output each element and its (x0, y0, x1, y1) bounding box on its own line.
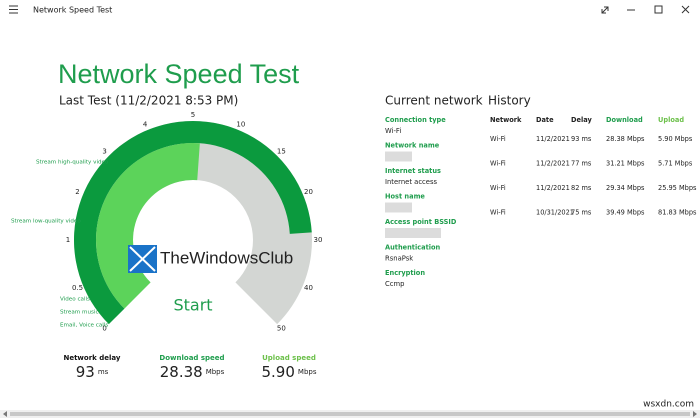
history-cell: 5.71 Mbps (658, 160, 693, 168)
annotation: Stream low-quality video (11, 219, 81, 225)
column-header: Upload (658, 116, 684, 124)
field-value: Wi-Fi (385, 127, 401, 135)
gauge-tick-label: 3 (102, 148, 106, 156)
column-header: Delay (571, 116, 592, 124)
logo-icon-mark (129, 246, 156, 272)
history-table: Network Date Delay Download Upload Wi-Fi 11/2/… (490, 116, 697, 217)
last-test: Last Test (11/2/2021 8:53 PM) (59, 94, 238, 108)
field-label: Access point BSSID (385, 218, 457, 226)
field-label: Authentication (385, 244, 441, 252)
field-label: Network name (385, 142, 440, 150)
field-value: Ccmp (385, 280, 404, 288)
start-button[interactable]: Start (173, 296, 212, 315)
history-cell: 11/2/2021 (536, 160, 570, 168)
gauge: 0 0.5 1 2 3 4 5 10 15 20 30 40 50 (66, 111, 323, 332)
section-title: History (488, 94, 531, 108)
history-cell: 11/2/2021 (536, 135, 570, 143)
metric-label: Network delay (63, 354, 120, 362)
metric-label: Download speed (159, 354, 224, 362)
field-value: RsnaPsk (385, 255, 413, 263)
title-bar: Network Speed Test (9, 5, 690, 15)
metric: 28.38 Mbps (160, 363, 225, 381)
gauge-tick-label: 2 (75, 188, 79, 196)
scrollbar[interactable] (0, 410, 700, 418)
history-cell: Wi-Fi (490, 160, 506, 168)
history-cell: 29.34 Mbps (606, 184, 645, 192)
gauge-tick-label: 1 (66, 236, 70, 244)
history-cell: 31.21 Mbps (606, 160, 645, 168)
history-cell: 77 ms (571, 160, 592, 168)
history-cell: Wi-Fi (490, 135, 506, 143)
page-title: Network Speed Test (58, 59, 300, 89)
redacted-value (385, 228, 441, 238)
gauge-tick-label: 20 (304, 188, 313, 196)
gauge-tick-label: 15 (277, 148, 286, 156)
maximize-button[interactable] (654, 5, 663, 14)
gauge-tick-label: 0.5 (72, 284, 83, 292)
redacted-value (385, 202, 412, 213)
gauge-tick-label: 4 (143, 121, 148, 129)
upload-arc (96, 143, 200, 309)
annotation: Stream high-quality video (36, 160, 109, 166)
metric: 93 ms (76, 363, 109, 381)
field-value: Internet access (385, 178, 438, 186)
download-arc (74, 121, 312, 325)
full-screen-button[interactable] (601, 6, 609, 14)
history-cell: 10/31/2021 (536, 209, 574, 217)
logo-text: TheWindowsClub (160, 248, 293, 267)
metric-unit: Mbps (206, 368, 225, 376)
history-cell: Wi-Fi (490, 209, 506, 217)
metric-value: 93 (76, 363, 95, 381)
gauge-annotations: Stream high-quality video Stream low-qua… (11, 160, 109, 329)
field-label: Connection type (385, 116, 446, 124)
metric: 5.90 Mbps (262, 363, 317, 381)
column-header: Date (536, 116, 554, 124)
metric-label: Upload speed (262, 354, 316, 362)
field-label: Internet status (385, 167, 441, 175)
history-cell: 93 ms (571, 135, 592, 143)
history-cell: 81.83 Mbps (658, 209, 697, 217)
section-title: Current network (385, 94, 483, 108)
redacted-value (385, 151, 412, 162)
annotation: Email, Voice calls (60, 323, 108, 329)
metric-unit: ms (98, 368, 109, 376)
watermark: wsxdn.com (643, 400, 694, 410)
history-cell: Wi-Fi (490, 184, 506, 192)
window-title: Network Speed Test (33, 6, 112, 15)
field-label: Encryption (385, 269, 425, 277)
metric-value: 5.90 (262, 363, 295, 381)
metric-unit: Mbps (298, 368, 317, 376)
history-cell: 39.49 Mbps (606, 209, 645, 217)
close-button[interactable] (681, 5, 690, 14)
gauge-tick-label: 5 (191, 111, 195, 119)
gauge-tick-label: 40 (304, 284, 313, 292)
history-cell: 75 ms (571, 209, 592, 217)
history-cell: 5.90 Mbps (658, 135, 693, 143)
gauge-tick-label: 50 (277, 324, 286, 332)
menu-button[interactable] (9, 5, 18, 14)
gauge-tick-label: 30 (314, 236, 323, 244)
history-cell: 25.95 Mbps (658, 184, 697, 192)
gauge-tick-label: 0 (102, 324, 106, 332)
metric-value: 28.38 (160, 363, 203, 381)
gauge-tick-label: 10 (236, 121, 245, 129)
column-header: Download (606, 116, 643, 124)
column-header: Network (490, 116, 522, 124)
history-cell: 11/2/2021 (536, 184, 570, 192)
annotation: Stream music (60, 310, 99, 316)
history-cell: 82 ms (571, 184, 592, 192)
history-cell: 28.38 Mbps (606, 135, 645, 143)
annotation: Video calls (60, 297, 90, 303)
current-network: Connection type Wi-Fi Network name Internet… (385, 116, 457, 288)
field-label: Host name (385, 193, 425, 201)
logo: TheWindowsClub (128, 245, 293, 273)
